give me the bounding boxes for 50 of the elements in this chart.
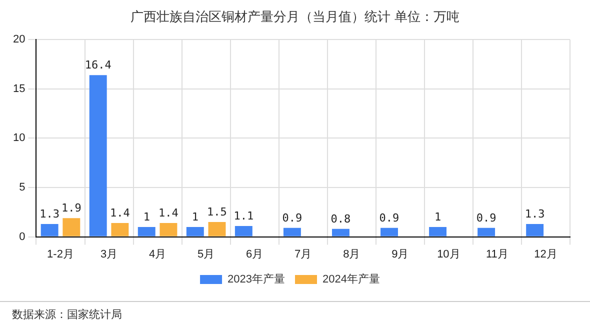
bar: [332, 228, 350, 236]
source-note: 数据来源：国家统计局: [12, 307, 122, 322]
bar: [89, 75, 107, 236]
x-tick-label: 12月: [534, 248, 558, 260]
y-tick-label: 5: [19, 182, 26, 194]
data-label: 1.3: [40, 207, 60, 220]
bar: [111, 222, 129, 236]
bar: [138, 226, 156, 236]
data-label: 0.9: [282, 211, 302, 224]
data-label: 1: [192, 210, 198, 224]
data-label: 1: [143, 210, 150, 224]
data-label: 0.9: [379, 211, 400, 224]
bar: [283, 228, 301, 236]
x-tick-label: 3月: [100, 248, 118, 260]
x-tick-label: 6月: [246, 248, 264, 260]
bar: [62, 218, 80, 236]
data-label: 1: [434, 210, 442, 224]
data-label: 0.9: [476, 211, 496, 224]
bar: [208, 222, 226, 236]
x-tick-label: 11月: [486, 248, 508, 260]
chart-title: 广西壮族自治区铜材产量分月（当月值）统计 单位：万吨: [129, 9, 461, 26]
data-label: 1.4: [110, 206, 130, 220]
bar: [429, 226, 447, 236]
bar: [380, 228, 398, 236]
bar: [186, 226, 204, 236]
y-tick-label: 15: [12, 82, 26, 95]
legend-label: 2023年产量: [228, 272, 286, 286]
data-label: 1.3: [524, 207, 545, 220]
data-label: 1.9: [61, 201, 82, 214]
x-tick-label: 7月: [294, 248, 312, 260]
data-label: 0.8: [330, 212, 351, 226]
y-tick-label: 10: [12, 132, 26, 144]
bar: [478, 228, 496, 236]
x-tick-label: 10月: [437, 248, 460, 260]
data-label: 1.4: [158, 206, 179, 220]
data-label: 16.4: [84, 58, 112, 72]
bar: [234, 226, 252, 236]
legend-label: 2024年产量: [322, 272, 380, 286]
data-label: 1.1: [234, 209, 254, 222]
x-tick-label: 1-2月: [47, 248, 74, 260]
bar: [160, 222, 178, 236]
bar: [40, 224, 58, 236]
data-label: 1.5: [207, 205, 227, 218]
x-tick-label: 8月: [343, 248, 360, 260]
x-tick-label: 9月: [392, 248, 409, 260]
x-tick-label: 5月: [198, 248, 215, 260]
bar: [526, 224, 544, 236]
y-tick-label: 20: [12, 34, 26, 46]
x-tick-label: 4月: [148, 248, 166, 260]
y-tick-label: 0: [19, 230, 26, 243]
